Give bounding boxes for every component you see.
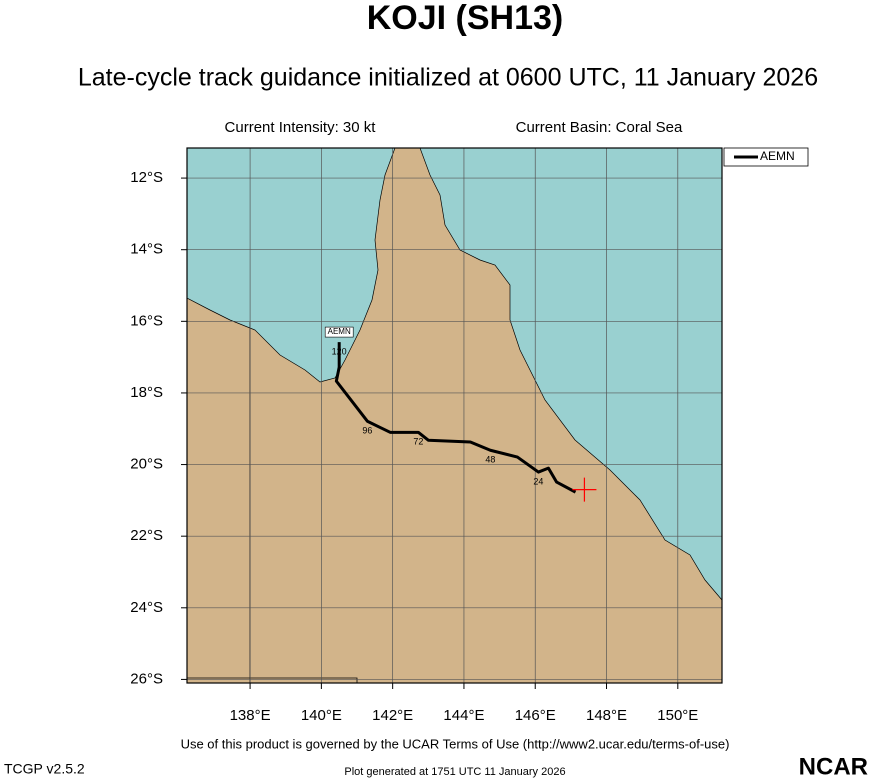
x-tick-label: 144°E: [443, 707, 484, 724]
current-position: [572, 477, 597, 502]
logo: NCAR: [799, 753, 868, 780]
footer: Use of this product is governed by the U…: [181, 736, 730, 751]
x-tick-label: 138°E: [230, 707, 271, 724]
hour-label: 96: [362, 426, 372, 436]
y-tick-label: 18°S: [130, 384, 163, 401]
hour-label: 72: [413, 437, 423, 447]
x-tick-label: 140°E: [301, 707, 342, 724]
y-tick-label: 22°S: [130, 527, 163, 544]
version: TCGP v2.5.2: [4, 761, 85, 777]
end-label: AEMN: [328, 327, 351, 336]
y-tick-label: 24°S: [130, 599, 163, 616]
x-tick-label: 150°E: [657, 707, 698, 724]
hour-label: 24: [533, 476, 543, 486]
intensity: Current Intensity: 30 kt: [225, 119, 377, 136]
frame: [186, 147, 723, 684]
hour-label: 48: [485, 455, 495, 465]
x-tick-label: 142°E: [372, 707, 413, 724]
legend-label: AEMN: [760, 149, 795, 163]
generated: Plot generated at 1751 UTC 11 January 20…: [344, 766, 565, 778]
legend-box: [723, 147, 809, 167]
x-tick-label: 146°E: [515, 707, 556, 724]
y-tick-label: 16°S: [130, 312, 163, 329]
end-label-box: [324, 326, 354, 338]
chart-title: KOJI (SH13): [367, 0, 564, 37]
y-tick-label: 12°S: [130, 169, 163, 186]
map: [186, 147, 723, 683]
y-tick-label: 14°S: [130, 241, 163, 258]
x-tick-label: 148°E: [586, 707, 627, 724]
border: [187, 677, 358, 683]
track-line: [334, 342, 577, 494]
y-tick-label: 26°S: [130, 670, 163, 687]
basin: Current Basin: Coral Sea: [516, 119, 683, 136]
plot: 138°E 140°E 142°E 144°E 146°E 148°E 150°E 12°S 1…: [130, 147, 809, 724]
chart-subtitle: Late-cycle track guidance initialized at…: [78, 64, 818, 92]
hour-label: 120: [332, 346, 347, 356]
y-tick-label: 20°S: [130, 456, 163, 473]
